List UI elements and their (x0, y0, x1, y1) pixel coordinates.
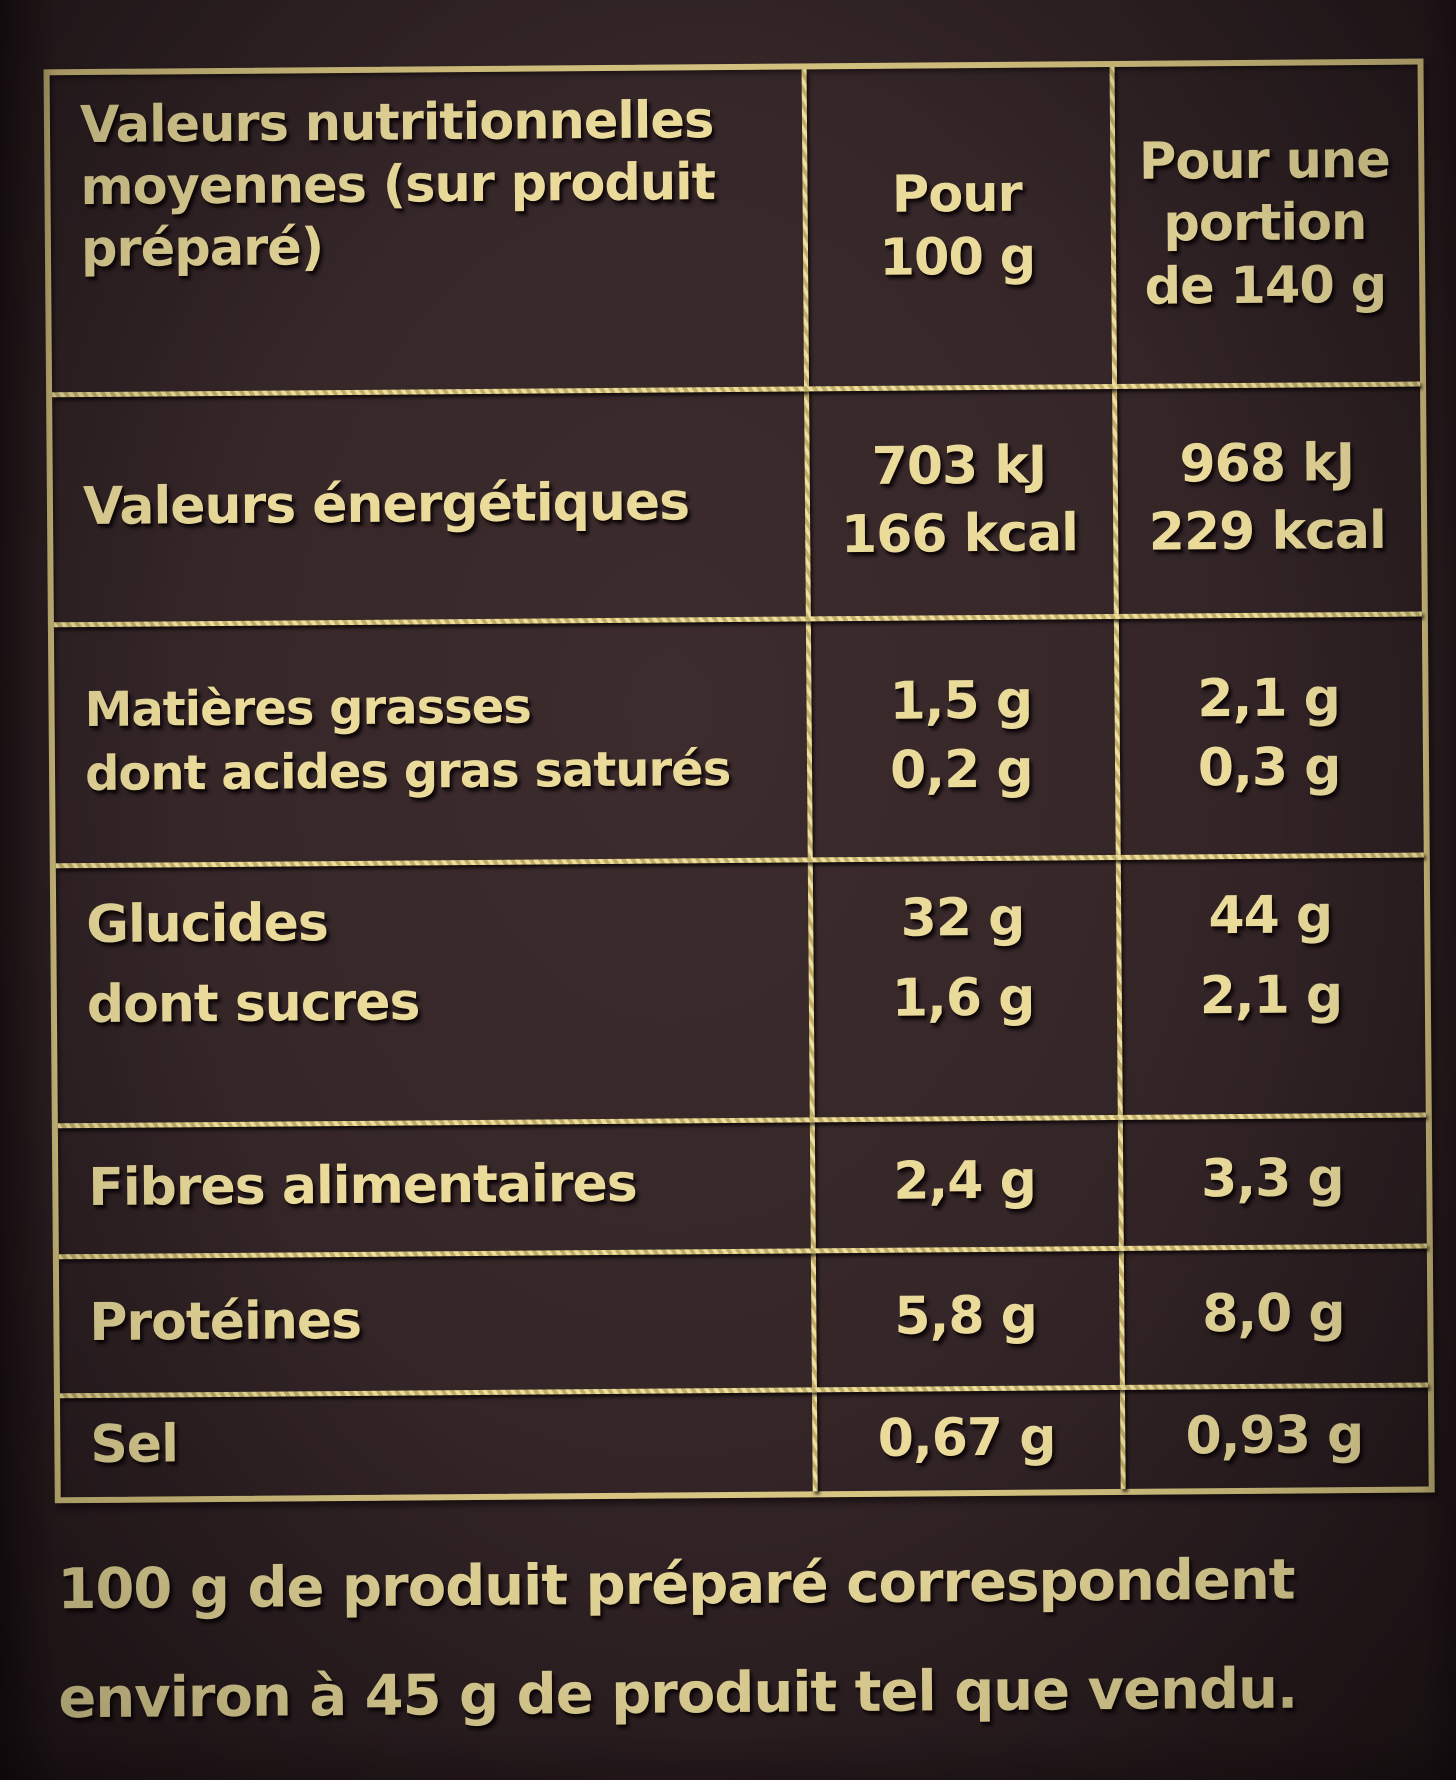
value-per-portion: 2,1 g (1197, 668, 1341, 730)
row-per-100g-cell: 703 kJ 166 kcal (804, 384, 1114, 617)
value-per-100g: 0,2 g (889, 739, 1033, 801)
header-per-portion-line: de 140 g (1144, 255, 1387, 317)
row-per-100g-cell: 32 g 1,6 g (808, 855, 1118, 1118)
table-header-row: Valeurs nutritionnelles moyennes (sur pr… (50, 65, 1420, 393)
header-per-100g-line: Pour (891, 165, 1022, 226)
header-per-portion-cell: Pour une portion de 140 g (1110, 65, 1420, 385)
row-label-cell: Protéines (59, 1248, 812, 1393)
value-per-100g: 5,8 g (894, 1285, 1038, 1347)
row-per-portion-cell: 968 kJ 229 kcal (1112, 382, 1422, 615)
header-per-100g-line: 100 g (879, 227, 1036, 288)
row-label-cell: Glucides dont sucres (56, 857, 810, 1123)
row-fibres-alimentaires: Fibres alimentaires 2,4 g 3,3 g (58, 1113, 1427, 1255)
value-per-portion: 3,3 g (1200, 1148, 1344, 1210)
value-per-portion: 44 g (1208, 885, 1333, 947)
header-per-portion-line: portion (1163, 193, 1367, 254)
value-per-100g: 1,6 g (891, 967, 1035, 1030)
footnote-line: environ à 45 g de produit tel que vendu. (58, 1656, 1298, 1732)
row-per-portion-cell: 2,1 g 0,3 g (1114, 612, 1424, 855)
row-per-100g-cell: 5,8 g (811, 1246, 1120, 1388)
value-per-100g: 703 kJ (871, 435, 1047, 497)
header-per-portion-line: Pour une (1138, 130, 1391, 192)
row-sublabel: dont acides gras saturés (84, 740, 731, 802)
row-per-portion-cell: 0,93 g (1120, 1383, 1429, 1489)
row-label: Fibres alimentaires (88, 1153, 637, 1219)
value-per-portion: 968 kJ (1179, 432, 1355, 495)
row-label-cell: Matières grasses dont acides gras saturé… (54, 617, 808, 863)
header-title-line: Valeurs nutritionnelles (79, 91, 714, 156)
row-label-cell: Valeurs énergétiques (52, 386, 806, 622)
row-label: Protéines (89, 1291, 362, 1354)
row-label: Glucides (86, 892, 329, 955)
row-label: Sel (90, 1414, 179, 1475)
value-per-portion: 229 kcal (1148, 501, 1386, 563)
header-title-line: préparé) (80, 218, 324, 280)
header-title-cell: Valeurs nutritionnelles moyennes (sur pr… (50, 69, 805, 392)
row-label-cell: Fibres alimentaires (58, 1117, 811, 1254)
row-per-portion-cell: 3,3 g (1118, 1113, 1427, 1246)
row-per-100g-cell: 0,67 g (812, 1385, 1121, 1491)
row-label: Valeurs énergétiques (82, 472, 690, 538)
footnote: 100 g de produit préparé correspondent e… (57, 1524, 1451, 1753)
value-per-100g: 0,67 g (877, 1407, 1056, 1469)
row-per-100g-cell: 1,5 g 0,2 g (806, 614, 1116, 857)
value-per-100g: 2,4 g (893, 1150, 1037, 1212)
footnote-line: 100 g de produit préparé correspondent (57, 1547, 1295, 1623)
value-per-portion: 0,93 g (1185, 1404, 1364, 1467)
row-label: Matières grasses (84, 678, 532, 739)
nutrition-table: Valeurs nutritionnelles moyennes (sur pr… (43, 58, 1435, 1504)
row-per-portion-cell: 44 g 2,1 g (1116, 852, 1426, 1115)
row-proteines: Protéines 5,8 g 8,0 g (59, 1243, 1428, 1393)
row-label-cell: Sel (60, 1388, 813, 1498)
header-title-line: moyennes (sur produit (80, 153, 716, 218)
header-per-100g-cell: Pour 100 g (802, 67, 1112, 387)
row-matieres-grasses: Matières grasses dont acides gras saturé… (54, 612, 1424, 863)
row-glucides: Glucides dont sucres 32 g 1,6 g 44 g 2,1… (56, 852, 1426, 1123)
value-per-100g: 1,5 g (889, 670, 1033, 732)
value-per-100g: 32 g (900, 887, 1025, 949)
value-per-portion: 0,3 g (1197, 736, 1341, 798)
row-per-100g-cell: 2,4 g (810, 1115, 1119, 1248)
row-sublabel: dont sucres (86, 972, 420, 1036)
value-per-portion: 2,1 g (1199, 965, 1343, 1027)
row-sel: Sel 0,67 g 0,93 g (60, 1383, 1429, 1498)
value-per-portion: 8,0 g (1201, 1283, 1345, 1345)
row-per-portion-cell: 8,0 g (1119, 1243, 1428, 1385)
row-valeurs-energetiques: Valeurs énergétiques 703 kJ 166 kcal 968… (52, 382, 1422, 623)
value-per-100g: 166 kcal (840, 503, 1079, 566)
